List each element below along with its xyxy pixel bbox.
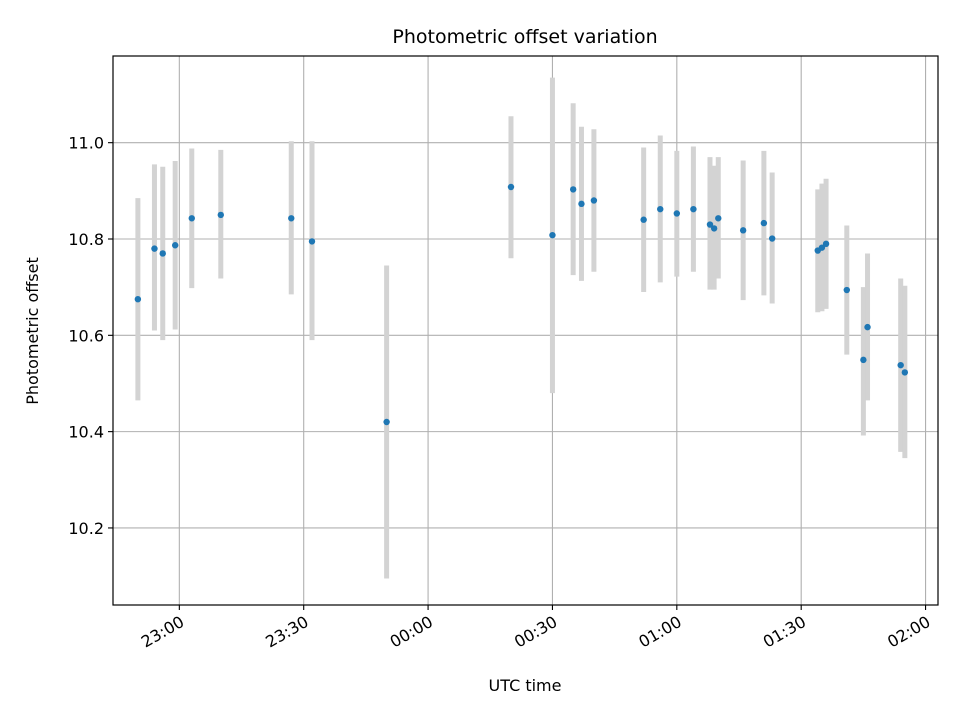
data-point (507, 183, 515, 191)
data-point (715, 215, 722, 222)
data-point (640, 216, 647, 223)
chart-title: Photometric offset variation (392, 26, 657, 48)
data-point (578, 200, 585, 208)
data-point (134, 295, 142, 303)
data-point (760, 219, 768, 227)
data-point (590, 197, 598, 204)
plot-frame (112, 55, 939, 606)
y-axis: 10.2 10.4 10.6 10.8 11.0 (68, 134, 113, 538)
data-point (901, 369, 909, 376)
data-point (288, 215, 295, 222)
data-point (171, 242, 179, 249)
data-point (569, 186, 577, 193)
data-point (864, 323, 871, 331)
data-point (710, 225, 718, 232)
y-tick-label: 10.8 (68, 230, 104, 249)
y-tick-label: 10.6 (68, 326, 104, 345)
data-point (151, 245, 158, 252)
data-point (217, 211, 224, 219)
data-point (706, 221, 714, 228)
data-point (860, 356, 867, 364)
data-point (188, 215, 195, 222)
data-point (308, 238, 316, 245)
data-point (739, 227, 747, 234)
data-point (818, 244, 826, 251)
x-axis-label: UTC time (489, 676, 562, 695)
data-point (657, 205, 664, 213)
y-axis-label: Photometric offset (23, 257, 42, 405)
data-point (159, 250, 166, 257)
data-point (768, 235, 776, 242)
grid (113, 56, 938, 605)
y-tick-label: 10.4 (68, 423, 104, 442)
y-tick-label: 11.0 (68, 134, 104, 153)
data-point (897, 361, 904, 369)
data-point (383, 418, 390, 426)
data-point (673, 210, 681, 217)
data-point (549, 231, 556, 239)
data-points (134, 183, 909, 426)
data-point (843, 286, 850, 294)
data-point (822, 240, 830, 248)
y-tick-label: 10.2 (68, 519, 104, 538)
data-point (690, 205, 697, 213)
